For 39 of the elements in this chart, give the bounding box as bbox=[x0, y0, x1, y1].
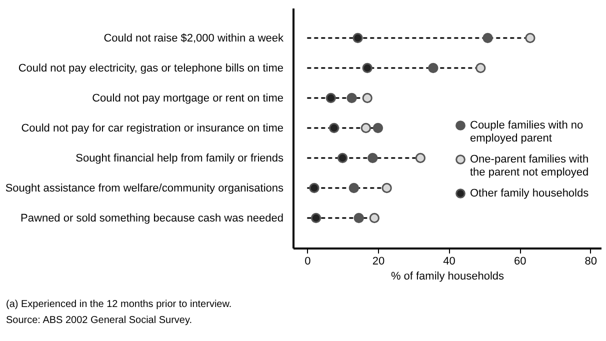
point bbox=[337, 152, 348, 164]
point bbox=[362, 62, 372, 74]
legend-label: Other family households bbox=[470, 188, 590, 200]
x-tick-label: 40 bbox=[443, 256, 456, 268]
text: (a) Experienced in the 12 months prior to interview. bbox=[6, 299, 233, 312]
y-tick-label: Could not raise $2,000 within a week bbox=[104, 32, 284, 44]
y-tick-label: Could not pay electricity, gas or telephone bills on time bbox=[18, 62, 284, 74]
x-tick-label: 0 bbox=[304, 256, 311, 268]
point bbox=[525, 32, 536, 44]
point bbox=[348, 182, 359, 194]
point bbox=[310, 212, 322, 224]
legend-label: One-parent families with the parent not employed bbox=[470, 154, 589, 178]
point bbox=[372, 122, 384, 134]
point bbox=[360, 122, 372, 134]
point bbox=[354, 212, 364, 224]
point bbox=[415, 152, 426, 164]
x-tick-label: 60 bbox=[514, 256, 526, 268]
point bbox=[476, 62, 486, 74]
point bbox=[309, 182, 320, 194]
y-tick-label: Sought financial help from family or friends bbox=[76, 152, 284, 164]
point bbox=[328, 122, 340, 134]
x-tick-label: 80 bbox=[584, 256, 598, 268]
point bbox=[369, 212, 380, 224]
y-tick-label: Pawned or sold something because cash was needed bbox=[20, 212, 284, 224]
y-tick-label: Sought assistance from welfare/community organisations bbox=[5, 182, 284, 194]
point bbox=[368, 152, 378, 164]
y-tick-label: Could not pay for car registration or insurance on time bbox=[21, 122, 284, 134]
point bbox=[326, 92, 336, 104]
legend-label: Couple families with no employed parent bbox=[470, 120, 584, 144]
x-axis-title: % of family households bbox=[390, 270, 505, 282]
x-tick-label: 20 bbox=[372, 256, 385, 268]
point bbox=[346, 92, 357, 104]
point bbox=[428, 62, 438, 74]
point bbox=[482, 32, 493, 44]
source-note: Source: ABS 2002 General Social Survey. bbox=[6, 315, 194, 328]
y-tick-label: Could not pay mortgage or rent on time bbox=[92, 92, 284, 104]
point bbox=[362, 92, 372, 104]
point bbox=[382, 182, 392, 194]
point bbox=[352, 32, 363, 44]
